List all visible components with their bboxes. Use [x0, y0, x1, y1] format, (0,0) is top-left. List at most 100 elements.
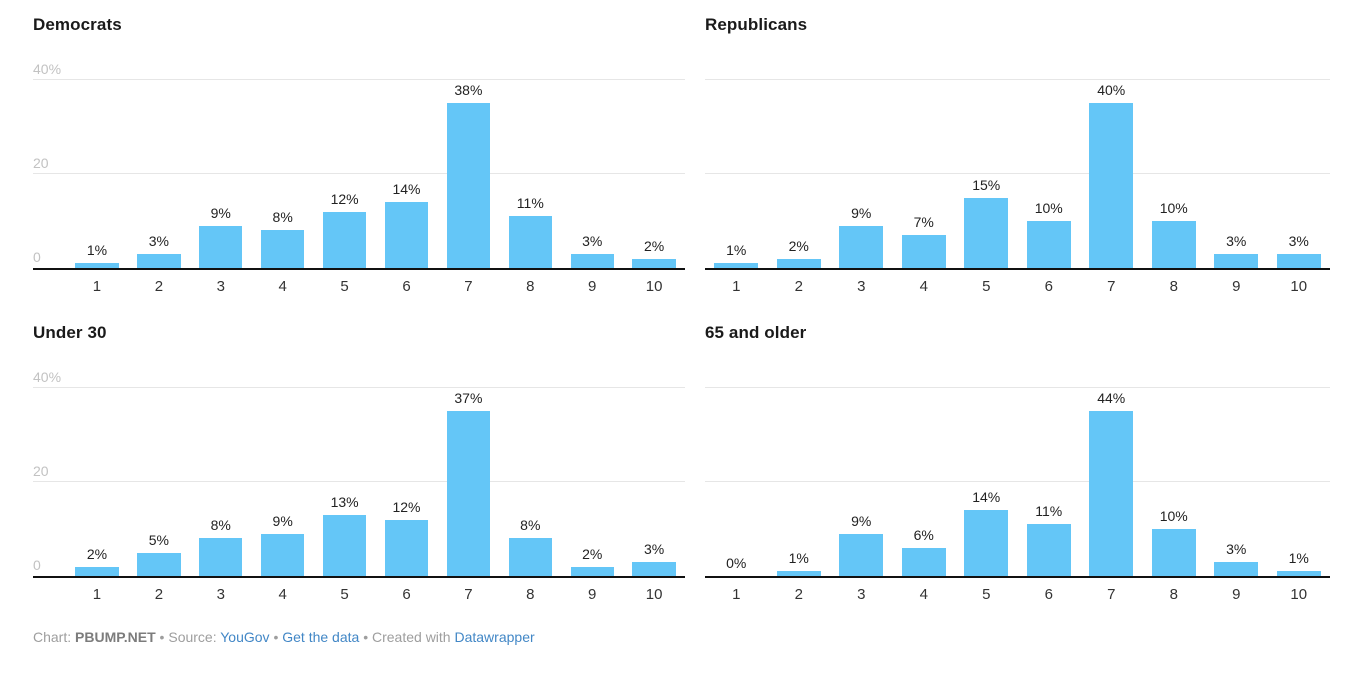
x-axis-tick-label: 1	[92, 586, 102, 603]
x-axis-tick-label: 1	[732, 586, 741, 603]
x-axis-tick-label: 6	[1044, 278, 1053, 295]
bar-group-5: 14%	[955, 390, 1018, 576]
bar-group-7: 40%	[1080, 82, 1143, 268]
bar-value-label: 12%	[392, 498, 421, 515]
y-axis-tick-label: 0	[33, 249, 41, 265]
chart-democrats: Democrats 40% 20 0 1% 3% 9% 8% 12% 14% 38% 11% 3% 2%…	[33, 14, 685, 296]
bar	[714, 263, 759, 268]
bar	[632, 561, 676, 576]
footer-text: Created with	[372, 629, 455, 645]
bars-row: 1% 3% 9% 8% 12% 14% 38% 11% 3% 2%	[33, 82, 685, 268]
bar-value-label: 1%	[1288, 550, 1309, 567]
chart-title: Under 30	[33, 323, 107, 342]
footer-text: •	[269, 629, 283, 645]
bar-group-2: 2%	[768, 82, 831, 268]
footer-link-yougov[interactable]: YouGov	[220, 629, 270, 645]
x-axis-tick-label: 3	[857, 278, 866, 295]
bar-value-label: 3%	[1226, 540, 1247, 557]
bar-group-3: 9%	[830, 82, 893, 268]
x-axis-tick-label: 4	[919, 278, 928, 295]
bar-group-1: 2%	[66, 390, 128, 576]
bar-value-label: 5%	[148, 531, 169, 548]
bar-group-3: 9%	[190, 82, 252, 268]
datawrapper-chart-panel: Democrats 40% 20 0 1% 3% 9% 8% 12% 14% 38% 11% 3% 2%…	[33, 14, 1330, 645]
bar-group-1: 0%	[705, 390, 768, 576]
bar-value-label: 7%	[913, 214, 934, 231]
bar	[776, 571, 821, 576]
x-axis-labels: 1 2 3 4 5 6 7 8 9 10	[33, 586, 685, 604]
bar	[261, 533, 305, 576]
bar-value-label: 10%	[1159, 200, 1188, 216]
bar-group-8: 10%	[1143, 390, 1206, 576]
bar	[839, 225, 884, 268]
footer-link-datawrapper[interactable]: Datawrapper	[454, 629, 535, 645]
bar-value-label: 9%	[272, 512, 293, 529]
bar-value-label: 11%	[1035, 503, 1063, 520]
x-axis-tick-label: 9	[1232, 278, 1241, 295]
bar-value-label: 14%	[392, 181, 421, 198]
footer-link-get-the-data[interactable]: Get the data	[282, 629, 360, 645]
bar-value-label: 1%	[788, 550, 809, 567]
bar-group-6: 10%	[1018, 82, 1081, 268]
x-axis-tick-label: 3	[216, 278, 225, 295]
bar	[199, 225, 243, 268]
bar-value-label: 1%	[726, 242, 747, 259]
x-axis-labels: 1 2 3 4 5 6 7 8 9 10	[705, 278, 1330, 296]
x-axis-tick-label: 5	[982, 586, 991, 603]
x-axis-tick-label: 2	[154, 278, 164, 295]
bar-value-label: 1%	[86, 242, 108, 259]
bar	[570, 253, 614, 268]
bar	[570, 566, 614, 576]
bar	[964, 510, 1009, 576]
x-axis-tick-label: 8	[526, 278, 535, 295]
bar-group-4: 6%	[893, 390, 956, 576]
x-axis-tick-label: 6	[402, 586, 411, 603]
plot-area: 0% 1% 9% 6% 14% 11% 44% 10% 3% 1%	[705, 387, 1330, 578]
chart-title: Republicans	[705, 15, 808, 34]
x-axis-tick-label: 2	[794, 586, 803, 603]
bar-value-label: 9%	[851, 512, 872, 529]
bars-row: 0% 1% 9% 6% 14% 11% 44% 10% 3% 1%	[705, 390, 1330, 576]
chart-under-30: Under 30 40% 20 0 2% 5% 8% 9% 13% 12% 37% 8% 2% 3% 1…	[33, 322, 685, 604]
x-axis-tick-label: 4	[278, 278, 287, 295]
x-axis-tick-label: 7	[464, 586, 473, 603]
bar-group-9: 3%	[1205, 82, 1268, 268]
bar	[75, 263, 119, 268]
bar-group-5: 15%	[955, 82, 1018, 268]
footer-text: Chart:	[33, 629, 76, 645]
bar	[446, 103, 491, 268]
bar-value-label: 3%	[643, 540, 665, 557]
x-axis-labels: 1 2 3 4 5 6 7 8 9 10	[33, 278, 685, 296]
gridline-40	[33, 79, 685, 80]
bar-value-label: 14%	[972, 489, 1001, 506]
bar	[776, 258, 821, 268]
bar-group-8: 10%	[1143, 82, 1206, 268]
bar	[137, 253, 181, 268]
bar-value-label: 0%	[726, 555, 747, 571]
bar	[839, 533, 884, 576]
bar-value-label: 3%	[1288, 232, 1309, 249]
bar-value-label: 15%	[972, 176, 1001, 193]
x-axis-tick-label: 3	[216, 586, 225, 603]
bar-group-9: 2%	[561, 390, 623, 576]
bar-group-4: 9%	[252, 390, 314, 576]
footer-text: •	[155, 629, 169, 645]
bar-value-label: 12%	[330, 190, 359, 207]
bar-value-label: 8%	[210, 517, 231, 534]
bar-group-7: 38%	[437, 82, 499, 268]
bar-group-5: 13%	[314, 390, 376, 576]
bar	[137, 552, 181, 576]
bar-value-label: 3%	[582, 232, 603, 249]
bar-group-5: 12%	[314, 82, 376, 268]
x-axis-tick-label: 2	[794, 278, 803, 295]
bar	[1089, 103, 1134, 268]
bar-group-9: 3%	[1205, 390, 1268, 576]
x-axis-tick-label: 10	[645, 278, 663, 295]
bar-value-label: 8%	[520, 517, 541, 534]
x-axis-tick-label: 5	[340, 278, 349, 295]
x-axis-tick-label: 7	[1107, 278, 1116, 295]
bar-group-10: 2%	[623, 82, 685, 268]
bar-value-label: 40%	[1097, 82, 1126, 98]
gridline-20	[33, 481, 685, 482]
bar-value-label: 9%	[851, 204, 872, 221]
